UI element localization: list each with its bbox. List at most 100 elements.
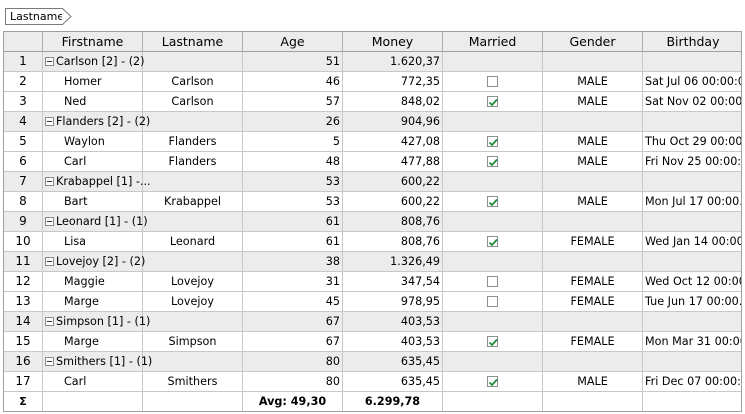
age-cell[interactable]: 45 — [243, 292, 343, 312]
lastname-cell[interactable]: Flanders — [143, 152, 243, 172]
table-row[interactable]: 6 Carl Flanders 48 477,88 MALE Fri Nov 25 00:0… — [4, 152, 741, 172]
firstname-cell[interactable]: Carl — [43, 152, 143, 172]
lastname-cell[interactable]: Lovejoy — [143, 272, 243, 292]
table-row[interactable]: 15 Marge Simpson 67 403,53 FEMALE Mon Mar 31 0… — [4, 332, 741, 352]
age-cell[interactable]: 5 — [243, 132, 343, 152]
gender-cell[interactable]: MALE — [543, 132, 643, 152]
header-married[interactable]: Married — [443, 32, 543, 52]
age-cell[interactable]: 67 — [243, 332, 343, 352]
group-row[interactable]: 14 Simpson [1] - (1) 67 403,53 — [4, 312, 741, 332]
married-cell[interactable] — [443, 372, 543, 392]
collapse-group-icon[interactable] — [45, 56, 54, 66]
married-cell[interactable] — [443, 232, 543, 252]
table-row[interactable]: 5 Waylon Flanders 5 427,08 MALE Thu Oct 29 00:… — [4, 132, 741, 152]
collapse-group-icon[interactable] — [45, 256, 54, 266]
table-row[interactable]: 12 Maggie Lovejoy 31 347,54 FEMALE Wed Oct 12 … — [4, 272, 741, 292]
age-cell[interactable]: 57 — [243, 92, 343, 112]
collapse-group-icon[interactable] — [45, 216, 54, 226]
married-cell[interactable] — [443, 292, 543, 312]
lastname-cell[interactable]: Lovejoy — [143, 292, 243, 312]
collapse-group-icon[interactable] — [45, 116, 54, 126]
married-cell[interactable] — [443, 92, 543, 112]
married-checkbox-checked[interactable] — [487, 195, 498, 207]
lastname-cell[interactable]: Leonard — [143, 232, 243, 252]
header-birthday[interactable]: Birthday — [643, 32, 741, 52]
header-age[interactable]: Age — [243, 32, 343, 52]
firstname-cell[interactable]: Bart — [43, 192, 143, 212]
group-label-cell[interactable]: Carlson [2] - (2) — [43, 52, 145, 72]
header-gender[interactable]: Gender — [543, 32, 643, 52]
firstname-cell[interactable]: Marge — [43, 292, 143, 312]
header-firstname[interactable]: Firstname — [43, 32, 143, 52]
gender-cell[interactable]: MALE — [543, 192, 643, 212]
table-row[interactable]: 8 Bart Krabappel 53 600,22 MALE Mon Jul 17 00:… — [4, 192, 741, 212]
header-rownum[interactable] — [4, 32, 43, 52]
birthday-cell[interactable]: Sat Nov 02 00:00:... — [643, 92, 741, 112]
group-row[interactable]: 7 Krabappel [1] -... 53 600,22 — [4, 172, 741, 192]
firstname-cell[interactable]: Waylon — [43, 132, 143, 152]
birthday-cell[interactable]: Mon Mar 31 00:00... — [643, 332, 741, 352]
table-row[interactable]: 13 Marge Lovejoy 45 978,95 FEMALE Tue Jun 17 0… — [4, 292, 741, 312]
lastname-cell[interactable]: Simpson — [143, 332, 243, 352]
married-checkbox-checked[interactable] — [487, 375, 498, 387]
married-checkbox[interactable] — [487, 275, 498, 287]
married-checkbox[interactable] — [487, 75, 498, 87]
group-row[interactable]: 11 Lovejoy [2] - (2) 38 1.326,49 — [4, 252, 741, 272]
age-cell[interactable]: 61 — [243, 232, 343, 252]
firstname-cell[interactable]: Homer — [43, 72, 143, 92]
table-row[interactable]: 10 Lisa Leonard 61 808,76 FEMALE Wed Jan 14 00… — [4, 232, 741, 252]
birthday-cell[interactable]: Mon Jul 17 00:00... — [643, 192, 741, 212]
group-by-panel[interactable]: Lastname — [0, 0, 745, 31]
header-money[interactable]: Money — [343, 32, 443, 52]
money-cell[interactable]: 427,08 — [343, 132, 443, 152]
birthday-cell[interactable]: Wed Oct 12 00:00... — [643, 272, 741, 292]
group-label-cell[interactable]: Krabappel [1] -... — [43, 172, 151, 192]
money-cell[interactable]: 848,02 — [343, 92, 443, 112]
group-label-cell[interactable]: Flanders [2] - (2) — [43, 112, 150, 132]
money-cell[interactable]: 477,88 — [343, 152, 443, 172]
group-by-chip-lastname[interactable]: Lastname — [5, 8, 64, 25]
married-checkbox-checked[interactable] — [487, 135, 498, 147]
married-cell[interactable] — [443, 192, 543, 212]
group-label-cell[interactable]: Lovejoy [2] - (2) — [43, 252, 145, 272]
collapse-group-icon[interactable] — [45, 176, 54, 186]
married-cell[interactable] — [443, 272, 543, 292]
money-cell[interactable]: 635,45 — [343, 372, 443, 392]
collapse-group-icon[interactable] — [45, 356, 54, 366]
money-cell[interactable]: 600,22 — [343, 192, 443, 212]
birthday-cell[interactable]: Fri Nov 25 00:00:... — [643, 152, 741, 172]
lastname-cell[interactable]: Carlson — [143, 72, 243, 92]
married-checkbox[interactable] — [487, 295, 498, 307]
header-lastname[interactable]: Lastname — [143, 32, 243, 52]
group-row[interactable]: 4 Flanders [2] - (2) 26 904,96 — [4, 112, 741, 132]
gender-cell[interactable]: MALE — [543, 72, 643, 92]
birthday-cell[interactable]: Wed Jan 14 00:00... — [643, 232, 741, 252]
birthday-cell[interactable]: Sat Jul 06 00:00:0... — [643, 72, 741, 92]
collapse-group-icon[interactable] — [45, 316, 54, 326]
group-label-cell[interactable]: Smithers [1] - (1) — [43, 352, 152, 372]
money-cell[interactable]: 403,53 — [343, 332, 443, 352]
gender-cell[interactable]: FEMALE — [543, 232, 643, 252]
married-checkbox-checked[interactable] — [487, 335, 498, 347]
group-label-cell[interactable]: Simpson [1] - (1) — [43, 312, 150, 332]
birthday-cell[interactable]: Tue Jun 17 00:00... — [643, 292, 741, 312]
married-checkbox-checked[interactable] — [487, 155, 498, 167]
age-cell[interactable]: 46 — [243, 72, 343, 92]
age-cell[interactable]: 80 — [243, 372, 343, 392]
table-row[interactable]: 2 Homer Carlson 46 772,35 MALE Sat Jul 06 00:0… — [4, 72, 741, 92]
gender-cell[interactable]: MALE — [543, 372, 643, 392]
married-checkbox-checked[interactable] — [487, 235, 498, 247]
gender-cell[interactable]: FEMALE — [543, 272, 643, 292]
married-cell[interactable] — [443, 332, 543, 352]
money-cell[interactable]: 772,35 — [343, 72, 443, 92]
firstname-cell[interactable]: Carl — [43, 372, 143, 392]
married-cell[interactable] — [443, 152, 543, 172]
firstname-cell[interactable]: Ned — [43, 92, 143, 112]
group-row[interactable]: 16 Smithers [1] - (1) 80 635,45 — [4, 352, 741, 372]
lastname-cell[interactable]: Krabappel — [143, 192, 243, 212]
birthday-cell[interactable]: Thu Oct 29 00:00:... — [643, 132, 741, 152]
age-cell[interactable]: 48 — [243, 152, 343, 172]
age-cell[interactable]: 31 — [243, 272, 343, 292]
money-cell[interactable]: 347,54 — [343, 272, 443, 292]
firstname-cell[interactable]: Marge — [43, 332, 143, 352]
